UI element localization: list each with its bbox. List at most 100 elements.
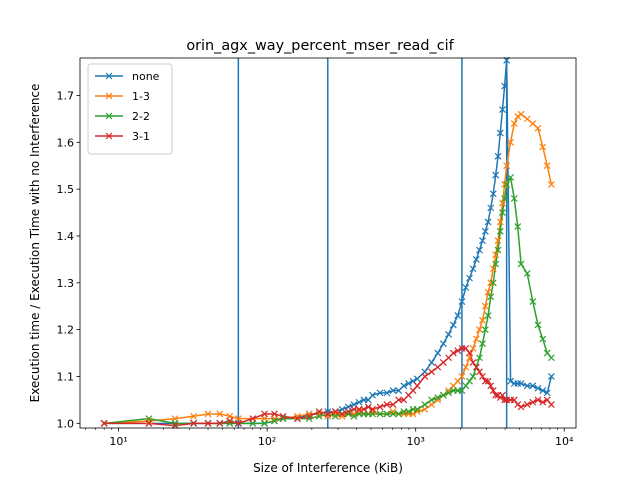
x-tick-label: 10² — [258, 435, 276, 448]
data-point — [514, 113, 522, 120]
data-point — [145, 417, 153, 425]
series-line-2-2 — [104, 176, 552, 425]
data-point — [466, 274, 473, 282]
data-point — [305, 412, 313, 420]
data-point — [479, 340, 486, 348]
data-point — [324, 412, 332, 420]
data-point — [479, 316, 486, 324]
data-point — [190, 412, 198, 420]
data-point — [492, 260, 500, 268]
data-point — [413, 382, 421, 390]
data-point — [234, 419, 242, 427]
data-point — [517, 380, 525, 387]
data-point — [479, 373, 486, 380]
data-point — [434, 396, 442, 404]
legend-entry-1-3: 1-3 — [95, 90, 150, 103]
data-point — [534, 321, 542, 329]
data-point — [454, 312, 462, 320]
data-point — [369, 391, 376, 399]
data-point — [517, 110, 525, 118]
data-point — [494, 237, 502, 245]
data-point — [523, 382, 531, 390]
data-point — [449, 321, 457, 329]
markers-layer — [100, 56, 555, 430]
data-point — [507, 174, 514, 181]
data-point — [494, 152, 502, 160]
data-point — [462, 363, 470, 371]
data-point — [466, 377, 473, 385]
data-point — [261, 410, 268, 418]
data-point — [501, 82, 509, 90]
data-point — [462, 382, 470, 390]
data-point — [489, 265, 497, 273]
data-point — [428, 396, 436, 404]
data-point — [481, 326, 489, 334]
data-point — [305, 415, 313, 423]
data-point — [261, 419, 268, 427]
data-point — [449, 349, 457, 357]
y-axis-label: Execution time / Execution Time with no … — [28, 84, 42, 403]
data-point — [510, 120, 518, 127]
data-point — [462, 284, 470, 291]
data-point — [517, 260, 525, 268]
data-point — [331, 410, 339, 418]
data-point — [389, 410, 397, 418]
data-point — [476, 354, 483, 362]
data-point — [534, 124, 542, 132]
data-point — [350, 412, 358, 420]
data-point — [547, 401, 555, 409]
y-tick-label: 1.6 — [57, 136, 75, 149]
data-point — [421, 401, 429, 409]
data-point — [271, 410, 278, 418]
data-point — [226, 419, 234, 427]
data-point — [294, 412, 301, 420]
data-point — [428, 359, 436, 366]
data-point — [434, 394, 442, 401]
data-point — [514, 223, 522, 231]
legend-box — [87, 63, 173, 155]
data-point — [344, 408, 352, 416]
data-point — [501, 195, 509, 202]
data-point — [226, 417, 234, 425]
data-point — [484, 288, 492, 296]
data-point — [462, 344, 470, 352]
data-point — [503, 162, 511, 170]
data-point — [145, 419, 153, 427]
data-point — [487, 293, 495, 301]
data-point — [271, 417, 278, 425]
data-point — [539, 335, 547, 343]
y-tick-label: 1.1 — [57, 370, 75, 383]
data-point — [100, 419, 108, 427]
x-axis: 10¹ 10² 10³ 10⁴ — [85, 428, 574, 448]
data-point — [249, 415, 257, 423]
legend: none 1-3 2-2 3-1 — [87, 63, 173, 155]
data-point — [350, 405, 358, 413]
data-point — [543, 162, 551, 170]
data-point — [294, 415, 301, 423]
legend-marker — [105, 132, 113, 140]
data-point — [481, 227, 489, 235]
data-point — [484, 377, 492, 385]
data-point — [499, 199, 506, 207]
data-point — [458, 298, 466, 305]
data-point — [469, 344, 477, 352]
legend-label: none — [132, 70, 160, 83]
data-point — [523, 401, 531, 409]
data-point — [481, 302, 489, 310]
data-point — [376, 403, 384, 411]
data-point — [529, 382, 537, 390]
data-point — [389, 408, 397, 416]
legend-label: 3-1 — [132, 130, 150, 143]
data-point — [376, 410, 384, 418]
y-tick-label: 1.3 — [57, 277, 75, 290]
data-point — [338, 410, 346, 418]
data-point — [499, 106, 506, 113]
legend-entry-3-1: 3-1 — [95, 130, 150, 143]
data-point — [492, 251, 500, 259]
data-point — [472, 363, 480, 371]
data-point — [434, 363, 442, 371]
data-point — [389, 387, 397, 394]
data-point — [428, 368, 436, 376]
data-point — [507, 138, 514, 146]
